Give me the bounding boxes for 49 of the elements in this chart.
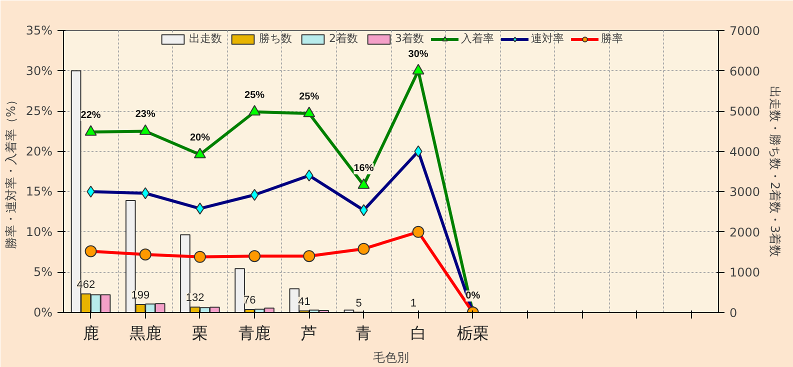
data-label: 30% (408, 48, 428, 60)
y2-tick-label: 6000 (730, 64, 760, 78)
y-tick-label: 5% (33, 265, 53, 280)
legend-label: 勝率 (601, 31, 623, 46)
x-tick-label: 青鹿 (238, 324, 271, 342)
data-label: 20% (190, 132, 210, 144)
legend-label: 勝ち数 (259, 31, 292, 46)
x-tick-label: 白 (410, 324, 426, 342)
x-axis-title: 毛色別 (373, 350, 409, 364)
y2-axis-title: 出走数・勝ち数・2着数・3着数 (768, 86, 782, 258)
legend-label: 連対率 (531, 31, 564, 46)
y2-tick-label: 7000 (730, 24, 760, 38)
data-label: 23% (135, 109, 156, 120)
legend-label: 2着数 (329, 31, 358, 46)
y-tick-label: 0% (33, 306, 53, 320)
y-tick-label: 30% (26, 64, 52, 78)
data-label: 1 (410, 297, 416, 310)
data-label: 5 (356, 297, 362, 310)
y2-tick-label: 0 (730, 306, 738, 320)
data-label: 25% (244, 90, 265, 101)
legend-label: 3着数 (395, 31, 424, 46)
x-tick-label: 鹿 (82, 324, 99, 342)
x-tick-label: 芦 (301, 324, 318, 342)
data-label: 76 (244, 294, 256, 306)
x-tick-label: 栗 (192, 324, 208, 342)
y-axis-title: 勝率・連対率・入着率（%） (4, 94, 18, 250)
y2-tick-label: 2000 (730, 225, 760, 240)
legend-label: 出走数 (189, 31, 222, 46)
y-tick-label: 10% (26, 224, 52, 239)
data-label: 16% (354, 163, 374, 174)
x-tick-label: 黒鹿 (129, 324, 162, 342)
y-tick-label: 25% (26, 104, 52, 118)
x-tick-label: 青 (356, 324, 372, 342)
y-tick-label: 15% (26, 184, 52, 199)
data-label: 22% (80, 110, 101, 122)
data-label: 132 (186, 292, 204, 304)
y-tick-label: 20% (26, 144, 52, 158)
data-label: 41 (298, 296, 310, 308)
data-label: 25% (299, 91, 320, 102)
y2-tick-label: 4000 (730, 144, 760, 159)
y2-tick-label: 1000 (730, 266, 760, 280)
y-tick-label: 35% (26, 24, 52, 38)
y2-tick-label: 5000 (730, 104, 760, 119)
data-label: 0% (466, 290, 480, 302)
y2-tick-label: 3000 (730, 185, 760, 200)
data-label: 462 (76, 278, 96, 291)
legend-label: 入着率 (461, 31, 494, 46)
x-tick-label: 栃栗 (456, 324, 489, 342)
data-label: 199 (131, 289, 150, 302)
